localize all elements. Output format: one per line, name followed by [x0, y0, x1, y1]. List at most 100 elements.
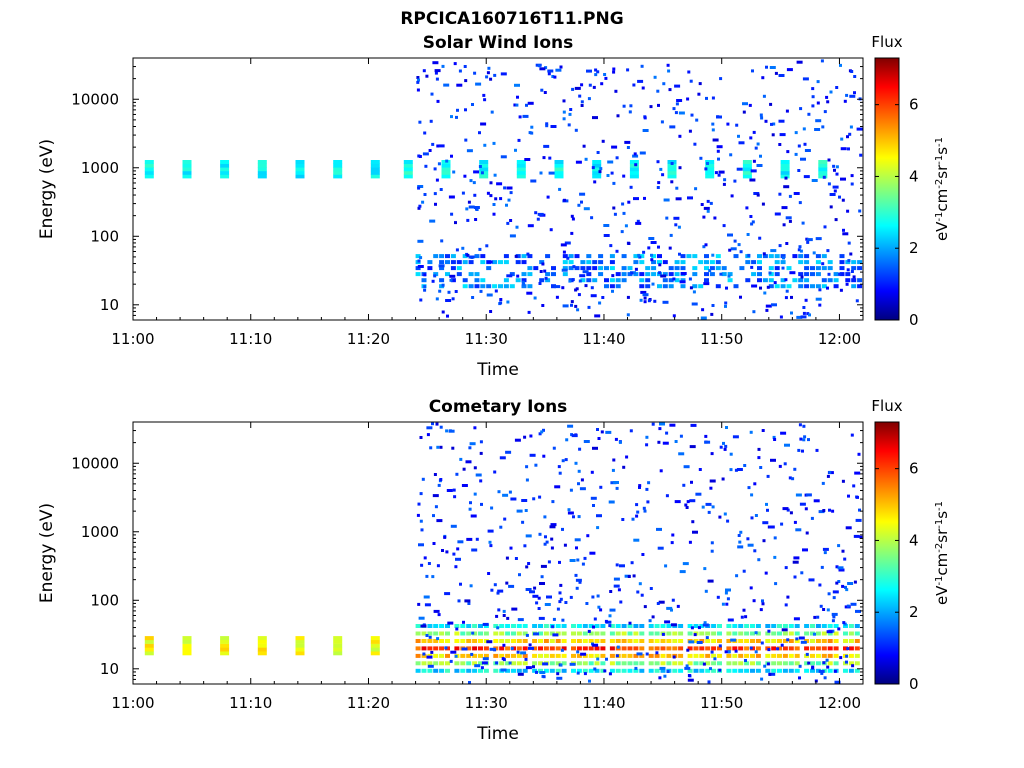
heatmap-cell — [667, 170, 677, 175]
heatmap-cell — [615, 278, 621, 283]
heatmap-cell — [465, 207, 469, 211]
heatmap-cell — [576, 646, 582, 651]
heatmap-cell — [580, 83, 584, 87]
heatmap-cell — [502, 493, 509, 497]
heatmap-cell — [543, 144, 550, 148]
heatmap-cell — [592, 260, 598, 265]
heatmap-cell — [503, 278, 509, 283]
heatmap-cell — [717, 646, 722, 651]
heatmap-cell — [432, 542, 436, 545]
heatmap-cell — [785, 216, 792, 220]
heatmap-cell — [780, 284, 786, 289]
plot-frame — [132, 57, 864, 321]
heatmap-cell — [499, 653, 505, 658]
heatmap-cell — [827, 639, 833, 643]
heatmap-cell — [427, 260, 433, 265]
heatmap-cell — [726, 122, 730, 126]
heatmap-cell — [813, 632, 816, 636]
heatmap-cell — [505, 639, 511, 643]
heatmap-cell — [545, 278, 551, 283]
heatmap-cell — [493, 583, 497, 587]
heatmap-cell — [831, 619, 835, 623]
heatmap-cell — [629, 429, 633, 433]
heatmap-cell — [818, 163, 828, 168]
heatmap-cell — [711, 128, 715, 132]
heatmap-cell — [633, 639, 639, 643]
heatmap-cell — [370, 651, 380, 656]
heatmap-cell — [678, 134, 682, 138]
heatmap-cell — [802, 306, 806, 309]
heatmap-cell — [548, 156, 552, 160]
heatmap-cell — [759, 608, 763, 612]
heatmap-cell — [738, 653, 744, 658]
heatmap-cell — [680, 254, 686, 259]
heatmap-cell — [454, 631, 460, 636]
heatmap-cell — [587, 97, 591, 101]
heatmap-cell — [729, 452, 733, 456]
heatmap-cell — [738, 661, 744, 666]
heatmap-cell — [666, 639, 672, 643]
heatmap-cell — [370, 160, 380, 164]
heatmap-cell — [774, 254, 780, 259]
heatmap-cell — [725, 588, 731, 592]
heatmap-cell — [668, 284, 674, 289]
heatmap-cell — [658, 427, 662, 431]
heatmap-cell — [765, 624, 771, 628]
heatmap-cell — [658, 263, 662, 267]
heatmap-cell — [416, 88, 420, 92]
heatmap-cell — [682, 562, 689, 566]
heatmap-cell — [622, 174, 626, 178]
heatmap-cell — [430, 650, 434, 654]
heatmap-cell — [590, 470, 594, 474]
heatmap-cell — [532, 624, 538, 628]
heatmap-cell — [773, 438, 777, 441]
heatmap-cell — [688, 540, 692, 544]
heatmap-cell — [578, 580, 582, 584]
heatmap-cell — [525, 666, 532, 670]
heatmap-cell — [723, 512, 727, 516]
heatmap-cell — [445, 668, 450, 673]
heatmap-cell — [609, 631, 615, 636]
heatmap-cell — [521, 499, 528, 502]
heatmap-cell — [627, 646, 633, 651]
heatmap-cell — [793, 192, 800, 195]
heatmap-cell — [521, 284, 527, 289]
heatmap-cell — [822, 547, 829, 551]
heatmap-cell — [804, 298, 808, 302]
heatmap-cell — [727, 650, 731, 654]
heatmap-cell — [570, 300, 574, 304]
heatmap-cell — [850, 182, 854, 186]
heatmap-cell — [580, 652, 587, 656]
heatmap-cell — [765, 65, 768, 69]
heatmap-cell — [560, 243, 567, 247]
heatmap-cell — [592, 278, 598, 283]
heatmap-cell — [771, 668, 777, 673]
heatmap-cell — [435, 422, 439, 426]
heatmap-cell — [569, 662, 576, 666]
heatmap-cell — [804, 272, 810, 277]
heatmap-cell — [666, 606, 673, 610]
heatmap-cell — [642, 129, 649, 132]
heatmap-cell — [723, 447, 727, 451]
heatmap-cell — [434, 69, 441, 73]
heatmap-cell — [765, 631, 771, 636]
heatmap-cell — [144, 639, 154, 644]
heatmap-cell — [778, 192, 782, 196]
heatmap-cell — [654, 639, 660, 643]
heatmap-cell — [456, 260, 462, 265]
heatmap-cell — [562, 117, 566, 121]
heatmap-cell — [640, 290, 647, 294]
heatmap-cell — [596, 428, 599, 431]
heatmap-cell — [558, 591, 562, 595]
heatmap-cell — [675, 197, 682, 201]
heatmap-cell — [769, 672, 776, 676]
heatmap-cell — [415, 661, 421, 666]
heatmap-cell — [528, 643, 532, 647]
heatmap-cell — [462, 284, 468, 289]
heatmap-cell — [754, 146, 758, 150]
heatmap-cell — [257, 167, 267, 172]
heatmap-cell — [797, 169, 801, 172]
heatmap-cell — [659, 422, 665, 426]
heatmap-cell — [522, 624, 528, 628]
heatmap-cell — [660, 274, 667, 278]
